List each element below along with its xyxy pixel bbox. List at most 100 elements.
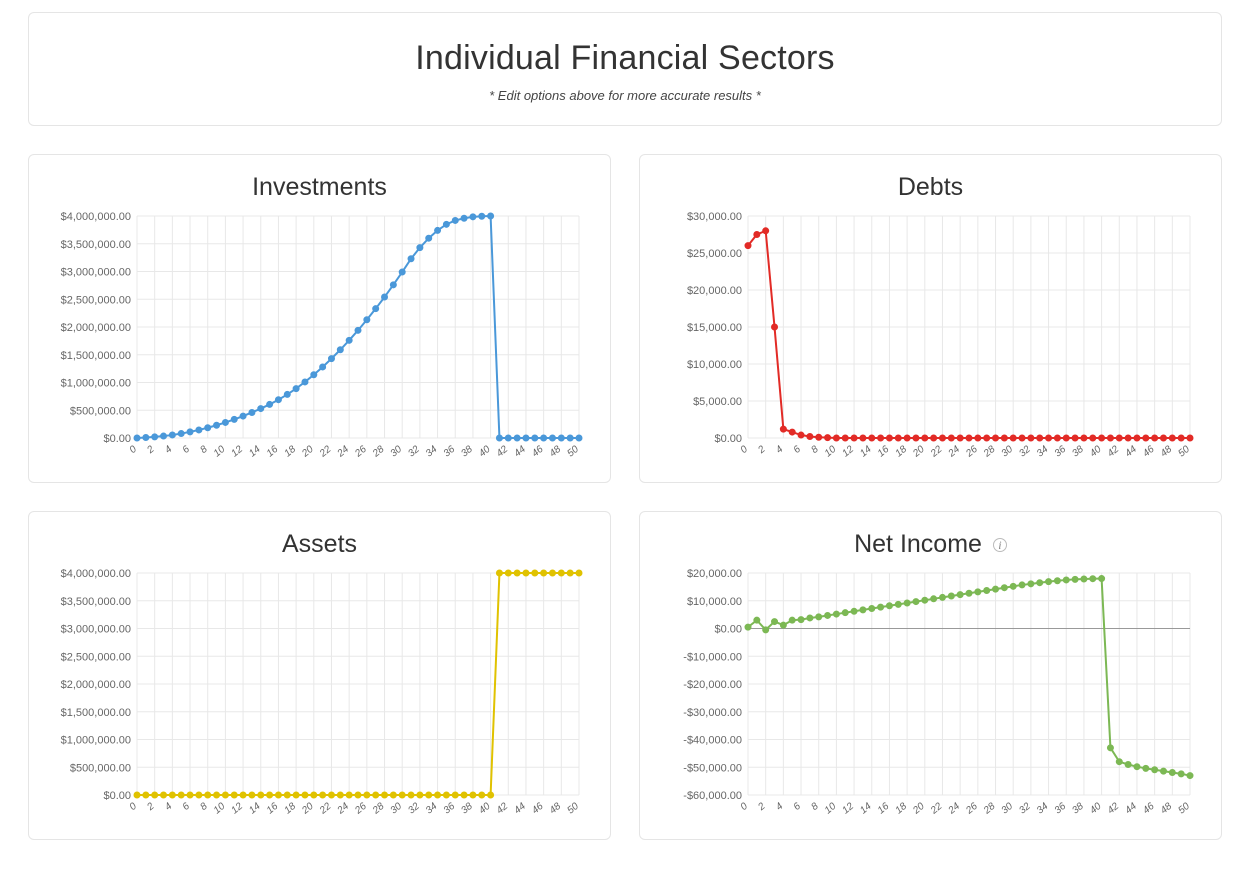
svg-text:44: 44 bbox=[512, 444, 528, 460]
svg-text:10: 10 bbox=[212, 801, 228, 817]
svg-text:30: 30 bbox=[389, 801, 405, 817]
charts-grid: Investments $0.00$500,000.00$1,000,000.0… bbox=[28, 154, 1222, 840]
svg-text:$500,000.00: $500,000.00 bbox=[70, 762, 131, 774]
svg-text:22: 22 bbox=[317, 801, 334, 818]
svg-text:44: 44 bbox=[512, 801, 528, 817]
svg-text:4: 4 bbox=[163, 801, 175, 813]
svg-text:0: 0 bbox=[128, 444, 140, 456]
svg-text:$10,000.00: $10,000.00 bbox=[687, 359, 742, 371]
svg-text:22: 22 bbox=[928, 444, 945, 461]
svg-text:42: 42 bbox=[1106, 801, 1122, 817]
svg-text:20: 20 bbox=[299, 444, 316, 461]
svg-text:$20,000.00: $20,000.00 bbox=[687, 568, 742, 580]
svg-text:46: 46 bbox=[530, 444, 546, 460]
svg-text:$4,000,000.00: $4,000,000.00 bbox=[61, 211, 131, 223]
svg-text:38: 38 bbox=[1070, 444, 1086, 460]
svg-text:24: 24 bbox=[335, 444, 352, 461]
svg-text:40: 40 bbox=[1088, 801, 1104, 817]
svg-text:44: 44 bbox=[1123, 444, 1139, 460]
svg-text:$2,500,000.00: $2,500,000.00 bbox=[61, 651, 131, 663]
svg-text:32: 32 bbox=[406, 444, 422, 460]
svg-text:50: 50 bbox=[565, 444, 581, 460]
svg-text:10: 10 bbox=[823, 801, 839, 817]
svg-text:40: 40 bbox=[477, 444, 493, 460]
svg-text:$1,000,000.00: $1,000,000.00 bbox=[61, 735, 131, 747]
svg-text:34: 34 bbox=[424, 444, 440, 460]
svg-text:28: 28 bbox=[370, 444, 387, 461]
svg-text:-$40,000.00: -$40,000.00 bbox=[683, 735, 742, 747]
svg-text:$3,500,000.00: $3,500,000.00 bbox=[61, 239, 131, 251]
svg-text:12: 12 bbox=[229, 801, 245, 817]
svg-text:0: 0 bbox=[128, 801, 140, 813]
svg-text:28: 28 bbox=[981, 444, 998, 461]
svg-text:4: 4 bbox=[163, 444, 175, 456]
svg-text:34: 34 bbox=[1035, 801, 1051, 817]
chart-assets: $0.00$500,000.00$1,000,000.00$1,500,000.… bbox=[49, 565, 589, 825]
svg-text:$20,000.00: $20,000.00 bbox=[687, 285, 742, 297]
svg-text:0: 0 bbox=[739, 444, 751, 456]
svg-text:22: 22 bbox=[317, 444, 334, 461]
svg-text:48: 48 bbox=[548, 444, 564, 460]
svg-text:26: 26 bbox=[963, 444, 980, 461]
svg-text:42: 42 bbox=[495, 444, 511, 460]
svg-text:32: 32 bbox=[1017, 801, 1033, 817]
svg-text:6: 6 bbox=[181, 801, 193, 813]
svg-text:8: 8 bbox=[809, 444, 821, 456]
svg-text:14: 14 bbox=[858, 801, 874, 817]
svg-text:12: 12 bbox=[840, 444, 856, 460]
svg-text:30: 30 bbox=[1000, 444, 1016, 460]
svg-text:18: 18 bbox=[282, 801, 298, 817]
svg-text:$2,500,000.00: $2,500,000.00 bbox=[61, 294, 131, 306]
svg-text:42: 42 bbox=[495, 801, 511, 817]
svg-text:32: 32 bbox=[406, 801, 422, 817]
svg-text:24: 24 bbox=[946, 801, 963, 818]
svg-text:$5,000.00: $5,000.00 bbox=[693, 396, 742, 408]
svg-text:18: 18 bbox=[893, 444, 909, 460]
page-title: Individual Financial Sectors bbox=[49, 39, 1201, 78]
svg-text:34: 34 bbox=[424, 801, 440, 817]
svg-text:$3,500,000.00: $3,500,000.00 bbox=[61, 596, 131, 608]
svg-text:18: 18 bbox=[893, 801, 909, 817]
svg-text:36: 36 bbox=[1053, 444, 1069, 460]
svg-text:30: 30 bbox=[1000, 801, 1016, 817]
svg-text:36: 36 bbox=[442, 801, 458, 817]
svg-text:4: 4 bbox=[774, 801, 786, 813]
svg-text:50: 50 bbox=[1176, 801, 1192, 817]
svg-text:2: 2 bbox=[756, 801, 768, 814]
svg-text:$0.00: $0.00 bbox=[103, 433, 131, 445]
svg-text:6: 6 bbox=[181, 444, 193, 456]
svg-text:6: 6 bbox=[792, 444, 804, 456]
svg-text:2: 2 bbox=[145, 801, 157, 814]
svg-text:46: 46 bbox=[530, 801, 546, 817]
svg-text:$3,000,000.00: $3,000,000.00 bbox=[61, 624, 131, 636]
svg-text:$0.00: $0.00 bbox=[714, 624, 742, 636]
svg-text:50: 50 bbox=[1176, 444, 1192, 460]
svg-text:6: 6 bbox=[792, 801, 804, 813]
chart-debts: $0.00$5,000.00$10,000.00$15,000.00$20,00… bbox=[660, 208, 1200, 468]
chart-title-assets: Assets bbox=[49, 530, 590, 559]
svg-text:$2,000,000.00: $2,000,000.00 bbox=[61, 679, 131, 691]
svg-text:48: 48 bbox=[1159, 801, 1175, 817]
svg-text:36: 36 bbox=[1053, 801, 1069, 817]
svg-text:24: 24 bbox=[335, 801, 352, 818]
svg-text:8: 8 bbox=[198, 444, 210, 456]
svg-text:14: 14 bbox=[247, 444, 263, 460]
chart-title-net-income-text: Net Income bbox=[854, 530, 982, 558]
svg-text:26: 26 bbox=[963, 801, 980, 818]
svg-text:$0.00: $0.00 bbox=[103, 790, 131, 802]
chart-card-investments: Investments $0.00$500,000.00$1,000,000.0… bbox=[28, 154, 611, 483]
svg-text:$10,000.00: $10,000.00 bbox=[687, 596, 742, 608]
svg-text:-$20,000.00: -$20,000.00 bbox=[683, 679, 742, 691]
svg-text:8: 8 bbox=[198, 801, 210, 813]
svg-text:$2,000,000.00: $2,000,000.00 bbox=[61, 322, 131, 334]
svg-text:20: 20 bbox=[910, 444, 927, 461]
svg-text:0: 0 bbox=[739, 801, 751, 813]
svg-text:$500,000.00: $500,000.00 bbox=[70, 405, 131, 417]
svg-text:42: 42 bbox=[1106, 444, 1122, 460]
svg-text:26: 26 bbox=[352, 444, 369, 461]
page-subtitle: * Edit options above for more accurate r… bbox=[49, 88, 1201, 103]
svg-text:12: 12 bbox=[229, 444, 245, 460]
svg-text:$1,500,000.00: $1,500,000.00 bbox=[61, 350, 131, 362]
chart-net-income: -$60,000.00-$50,000.00-$40,000.00-$30,00… bbox=[660, 565, 1200, 825]
info-icon[interactable]: i bbox=[993, 538, 1007, 552]
